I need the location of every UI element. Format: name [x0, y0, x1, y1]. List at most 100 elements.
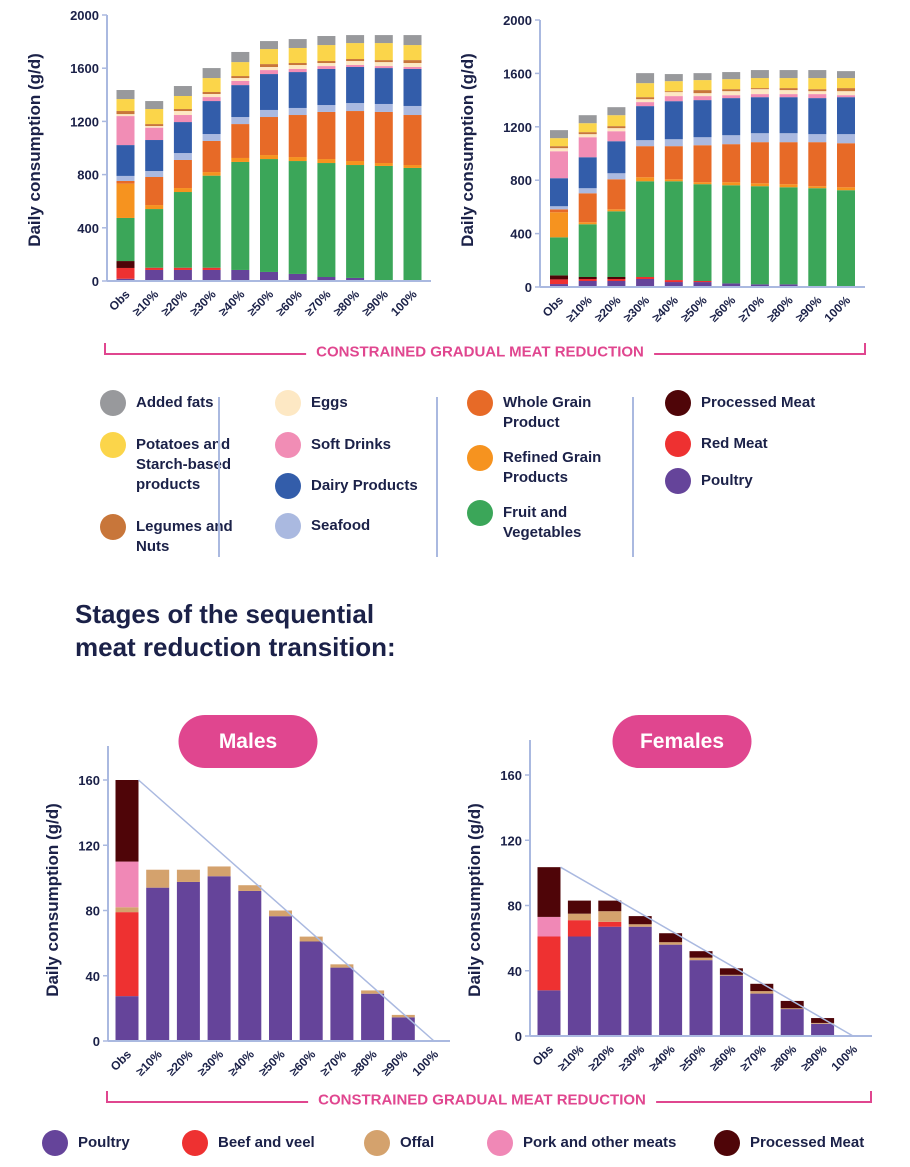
- bar-segment-poultry: [811, 1023, 835, 1036]
- legend-swatch: [665, 468, 691, 494]
- y-tick-label: 160: [78, 773, 100, 788]
- bar-segment-added-fats: [202, 68, 221, 79]
- bar-segment-legumes-and-nuts: [346, 59, 365, 62]
- top-bracket-label: CONSTRAINED GRADUAL MEAT REDUCTION: [306, 343, 654, 361]
- bar-segment-poultry: [346, 277, 365, 281]
- bar-segment-offal: [238, 885, 262, 891]
- x-tick-label: ≥60%: [707, 1042, 739, 1074]
- x-tick-label: Obs: [106, 287, 133, 314]
- bar-segment-dairy-products: [607, 141, 626, 174]
- bar-segment-whole-grain-product: [288, 115, 307, 158]
- legend-label: Legumes and Nuts: [136, 518, 233, 555]
- bar-segment-potatoes-and-starch-based-products: [837, 78, 855, 89]
- bar-segment-red-meat: [173, 267, 192, 270]
- legend-item-processed-meat: Processed Meat: [714, 1130, 864, 1156]
- x-tick-label: ≥30%: [195, 1047, 227, 1079]
- bar-segment-seafood: [202, 134, 221, 141]
- legend-item-processed-meat: Processed Meat: [665, 390, 836, 416]
- bar-segment-refined-grain-products: [750, 183, 769, 187]
- bar-segment-whole-grain-product: [664, 146, 683, 180]
- bar-segment-added-fats: [722, 72, 741, 80]
- bar-segment-offal: [719, 974, 743, 976]
- bar-segment-soft-drinks: [750, 94, 769, 98]
- bar-segment-poultry: [567, 936, 591, 1036]
- bar-segment-refined-grain-products: [693, 182, 712, 185]
- y-tick-label: 0: [515, 1029, 522, 1044]
- bar-segment-legumes-and-nuts: [779, 88, 798, 91]
- bar-segment-red-meat: [145, 267, 164, 270]
- legend-label: Pork and other meats: [523, 1134, 677, 1151]
- bar-segment-potatoes-and-starch-based-products: [145, 109, 164, 125]
- bar-segment-processed-meat: [628, 916, 652, 925]
- bar-segment-offal: [361, 990, 385, 994]
- bar-segment-potatoes-and-starch-based-products: [808, 78, 827, 90]
- bar-segment-red-meat: [693, 280, 712, 283]
- legend-label: Beef and veel: [218, 1134, 315, 1151]
- bar-segment-legumes-and-nuts: [116, 111, 135, 115]
- bar-segment-soft-drinks: [145, 127, 164, 141]
- legend-label: Red Meat: [701, 435, 768, 452]
- bar-segment-seafood: [374, 103, 393, 112]
- bar-segment-potatoes-and-starch-based-products: [317, 45, 336, 62]
- y-tick-label: 800: [77, 168, 99, 183]
- bar-segment-eggs: [231, 78, 250, 81]
- bar-segment-fruit-and-vegetables: [288, 161, 307, 274]
- legend-swatch: [467, 445, 493, 471]
- bar-segment-seafood: [550, 206, 568, 210]
- bar-segment-eggs: [202, 94, 221, 98]
- legend-item-pork-and-other-meats: Pork and other meats: [487, 1130, 677, 1156]
- bar-segment-potatoes-and-starch-based-products: [636, 83, 655, 98]
- bar-segment-soft-drinks: [346, 65, 365, 68]
- y-tick-label: 1200: [70, 114, 99, 129]
- y-axis-label: Daily consumption (g/d): [458, 53, 477, 247]
- bar-segment-added-fats: [636, 73, 655, 84]
- bar-segment-added-fats: [145, 101, 164, 110]
- bar-segment-soft-drinks: [374, 66, 393, 69]
- bar-segment-offal: [391, 1014, 415, 1018]
- legend-item-legumes-and-nuts: Legumes and Nuts: [100, 514, 236, 557]
- bar-segment-seafood: [750, 133, 769, 143]
- bar-segment-whole-grain-product: [173, 159, 192, 189]
- bar-segment-eggs: [664, 92, 683, 97]
- bar-segment-legumes-and-nuts: [231, 76, 250, 79]
- bar-segment-seafood: [722, 135, 741, 145]
- bar-segment-legumes-and-nuts: [374, 60, 393, 63]
- bar-segment-added-fats: [550, 130, 568, 139]
- bar-segment-red-meat: [578, 278, 597, 281]
- bar-segment-legumes-and-nuts: [202, 92, 221, 95]
- x-tick-label: ≥10%: [563, 293, 595, 325]
- bar-segment-eggs: [837, 91, 855, 96]
- x-tick-label: ≥40%: [216, 287, 248, 319]
- bar-segment-fruit-and-vegetables: [145, 209, 164, 268]
- y-axis-label: Daily consumption (g/d): [465, 803, 484, 997]
- legend-item-fruit-and-vegetables: Fruit and Vegetables: [467, 500, 638, 543]
- x-tick-label: ≥50%: [677, 1042, 709, 1074]
- bar-segment-legumes-and-nuts: [145, 124, 164, 127]
- x-tick-label: ≥70%: [737, 1042, 769, 1074]
- bar-segment-poultry: [115, 996, 139, 1041]
- bar-segment-fruit-and-vegetables: [346, 165, 365, 278]
- legend-label: Poultry: [701, 472, 753, 489]
- bar-segment-added-fats: [288, 39, 307, 48]
- x-tick-label: ≥70%: [302, 287, 334, 319]
- y-tick-label: 2000: [70, 8, 99, 23]
- bar-segment-fruit-and-vegetables: [231, 161, 250, 270]
- bar-segment-seafood: [779, 133, 798, 143]
- bar-segment-red-meat: [202, 267, 221, 270]
- bar-segment-fruit-and-vegetables: [578, 224, 597, 277]
- bar-segment-offal: [269, 910, 292, 917]
- bar-segment-legumes-and-nuts: [260, 64, 278, 68]
- x-tick-label: ≥10%: [130, 287, 162, 319]
- bar-segment-added-fats: [837, 71, 855, 79]
- bar-segment-offal: [659, 942, 683, 945]
- bar-segment-refined-grain-products: [231, 157, 250, 162]
- x-tick-label: Obs: [530, 1042, 557, 1069]
- bar-segment-dairy-products: [145, 140, 164, 172]
- bar-segment-added-fats: [116, 90, 135, 100]
- bar-segment-soft-drinks: [837, 95, 855, 98]
- bar-segment-poultry: [288, 273, 307, 281]
- bar-segment-poultry: [693, 282, 712, 287]
- bar-segment-poultry: [550, 284, 568, 287]
- bar-segment-fruit-and-vegetables: [403, 167, 422, 281]
- bar-segment-seafood: [837, 134, 855, 144]
